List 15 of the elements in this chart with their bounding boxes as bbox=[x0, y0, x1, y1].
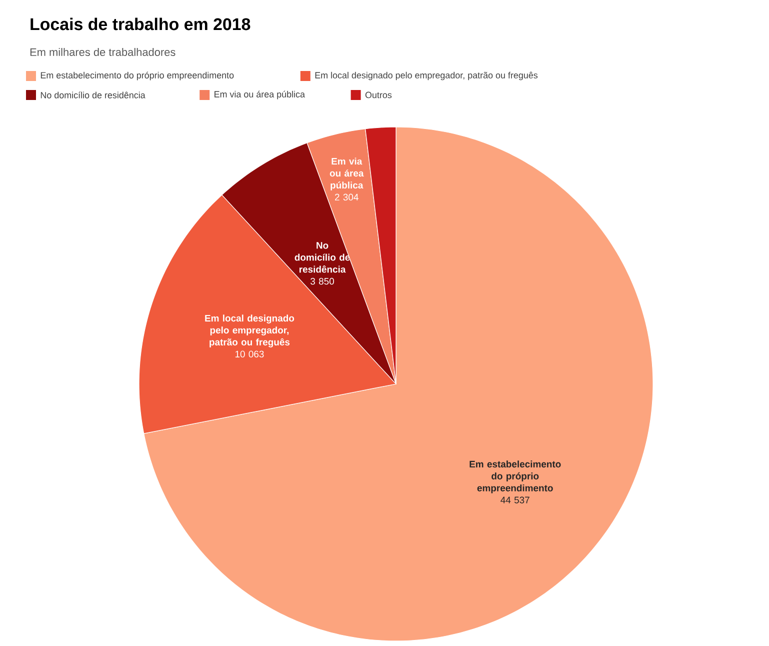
legend-label: Em estabelecimento do próprio empreendimento bbox=[40, 72, 234, 80]
data-label: 10 063 bbox=[235, 350, 264, 358]
chart-title: Locais de trabalho em 2018 bbox=[30, 18, 250, 30]
slice-label: Em estabelecimento do próprio empreendimento bbox=[470, 460, 561, 494]
legend-label: Em via ou área pública bbox=[214, 90, 305, 100]
legend-label: No domicílio de residência bbox=[40, 92, 146, 98]
chart-subtitle: Em milhares de trabalhadores bbox=[30, 48, 176, 56]
legend-label: Outros bbox=[365, 92, 392, 98]
legend-label: Em local designado pelo empregador, patrão ou freguês bbox=[315, 72, 538, 80]
slice-label: Em via ou área pública bbox=[330, 158, 364, 190]
data-label: 2 304 bbox=[334, 194, 358, 201]
slice-label: Em local designado pelo empregador, patrão ou freguês bbox=[205, 314, 294, 348]
slice-label: No domicílio de residência bbox=[294, 242, 350, 273]
data-label: 3 850 bbox=[310, 278, 334, 285]
data-label: 44 537 bbox=[500, 496, 530, 504]
